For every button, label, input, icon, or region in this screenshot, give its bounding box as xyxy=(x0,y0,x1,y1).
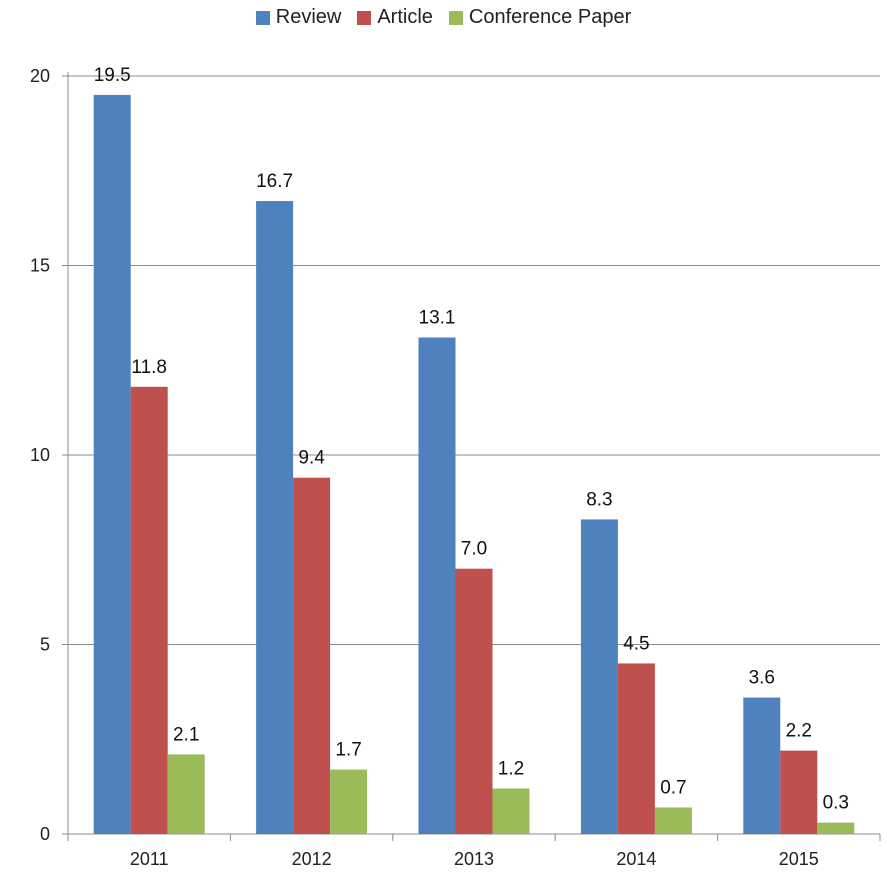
bar-conference-paper xyxy=(654,807,692,834)
x-tick-label: 2015 xyxy=(779,849,819,869)
legend-swatch-review xyxy=(255,10,270,25)
data-label: 2.1 xyxy=(173,724,199,745)
bar-article xyxy=(455,568,493,834)
y-tick-label: 20 xyxy=(30,66,50,86)
bar-review xyxy=(93,94,131,834)
bar-conference-paper xyxy=(330,769,368,834)
data-label: 1.7 xyxy=(335,740,361,761)
y-tick-label: 5 xyxy=(40,635,50,655)
data-label: 9.4 xyxy=(298,448,325,469)
bar-review xyxy=(743,697,781,834)
bar-conference-paper xyxy=(492,788,530,834)
data-label: 4.5 xyxy=(623,633,649,654)
x-tick-label: 2013 xyxy=(454,849,494,869)
legend-label-article: Article xyxy=(377,6,433,28)
legend: Review Article Conference Paper xyxy=(0,6,887,29)
data-label: 11.8 xyxy=(131,357,167,378)
data-label: 16.7 xyxy=(256,171,293,192)
bar-article xyxy=(293,477,331,834)
legend-swatch-article xyxy=(357,10,372,25)
bar-article xyxy=(617,663,655,834)
legend-item-conference-paper: Conference Paper xyxy=(448,6,632,29)
y-tick-label: 15 xyxy=(30,256,50,276)
bar-article xyxy=(130,386,168,834)
x-tick-label: 2012 xyxy=(292,849,332,869)
legend-item-article: Article xyxy=(357,6,433,29)
bar-review xyxy=(580,519,618,834)
bar-article xyxy=(780,750,818,834)
y-tick-label: 10 xyxy=(30,445,50,465)
data-label: 2.2 xyxy=(786,721,812,742)
data-label: 7.0 xyxy=(461,539,487,560)
bar-review xyxy=(256,201,294,834)
data-label: 13.1 xyxy=(419,308,456,329)
bar-conference-paper xyxy=(167,754,205,834)
legend-label-conference-paper: Conference Paper xyxy=(468,6,632,28)
legend-item-review: Review xyxy=(255,6,342,29)
bar-review xyxy=(418,337,456,834)
legend-swatch-conference-paper xyxy=(448,10,463,25)
data-label: 8.3 xyxy=(586,489,612,510)
x-tick-label: 2011 xyxy=(130,849,169,869)
y-tick-label: 0 xyxy=(40,824,50,844)
data-label: 19.5 xyxy=(94,65,131,86)
data-label: 0.7 xyxy=(660,777,686,798)
data-label: 3.6 xyxy=(749,668,775,689)
data-label: 0.3 xyxy=(823,793,849,814)
x-tick-label: 2014 xyxy=(616,849,656,869)
data-label: 1.2 xyxy=(498,759,524,780)
bar-conference-paper xyxy=(817,822,855,834)
legend-label-review: Review xyxy=(275,6,342,28)
